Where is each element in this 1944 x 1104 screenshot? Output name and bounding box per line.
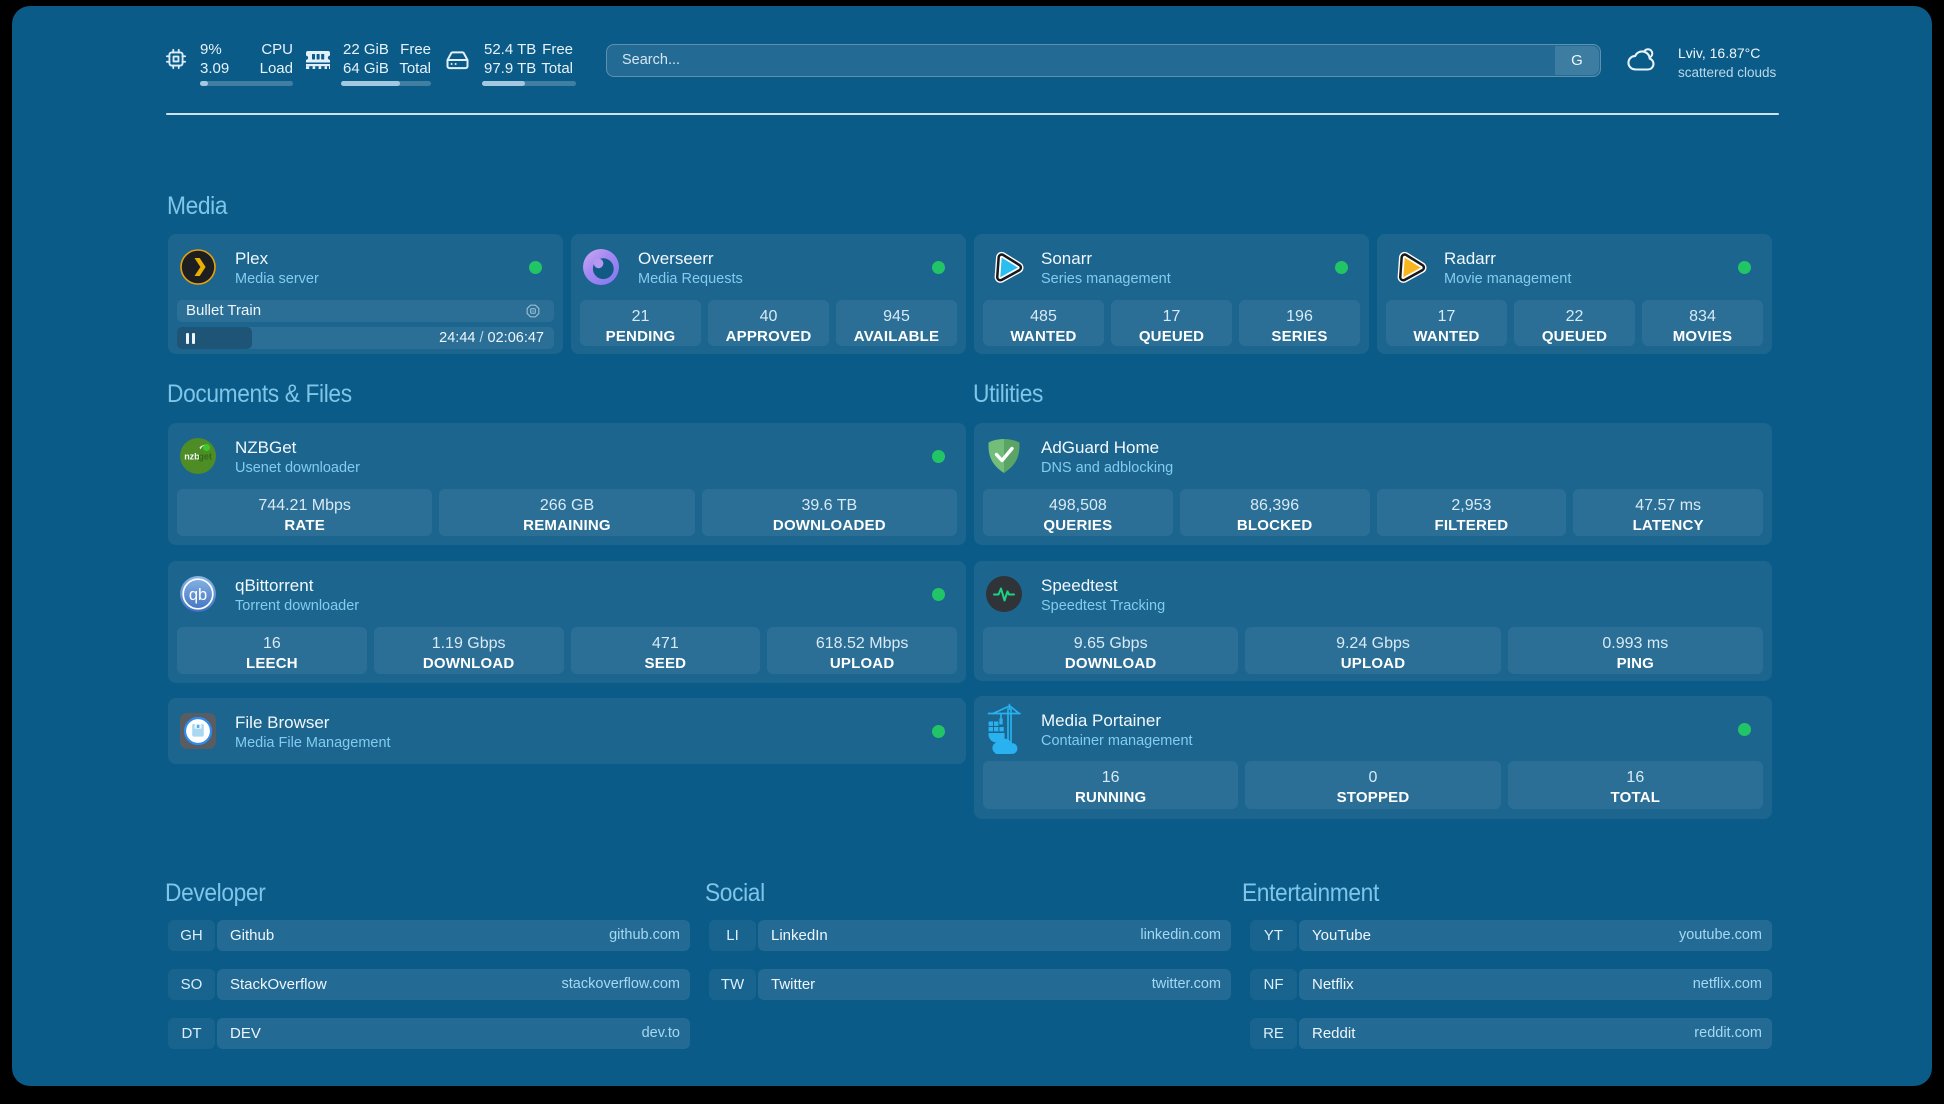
svg-text:get: get <box>198 452 212 462</box>
svg-text:qb: qb <box>189 586 207 604</box>
svg-text:nzb: nzb <box>184 452 200 462</box>
